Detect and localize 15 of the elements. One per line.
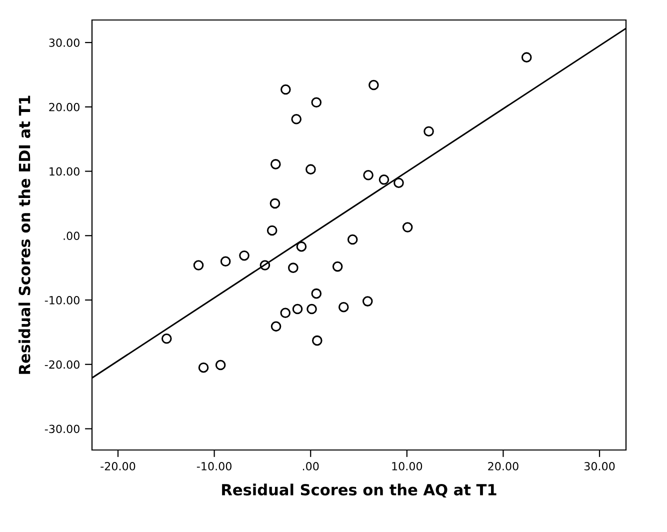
y-tick-label: -20.00 <box>44 360 80 369</box>
x-axis-title: Residual Scores on the AQ at T1 <box>222 484 496 498</box>
y-axis-title: Residual Scores on the EDI at T1 <box>18 96 30 374</box>
y-tick-label: 20.00 <box>49 102 80 112</box>
x-tick-label: .00 <box>302 462 319 470</box>
y-tick-label: 10.00 <box>50 167 80 176</box>
y-tick-label: -30.00 <box>44 424 80 434</box>
y-tick-label: 30.00 <box>49 38 80 47</box>
x-tick-label: -10.00 <box>196 462 232 470</box>
x-tick-label: -20.00 <box>100 462 136 470</box>
y-tick-label: .00 <box>64 232 80 240</box>
x-tick-label: 20.00 <box>488 462 518 470</box>
x-tick-label: 30.00 <box>584 462 615 470</box>
y-tick-label: -10.00 <box>44 296 80 304</box>
x-tick-label: 10.00 <box>392 462 422 470</box>
